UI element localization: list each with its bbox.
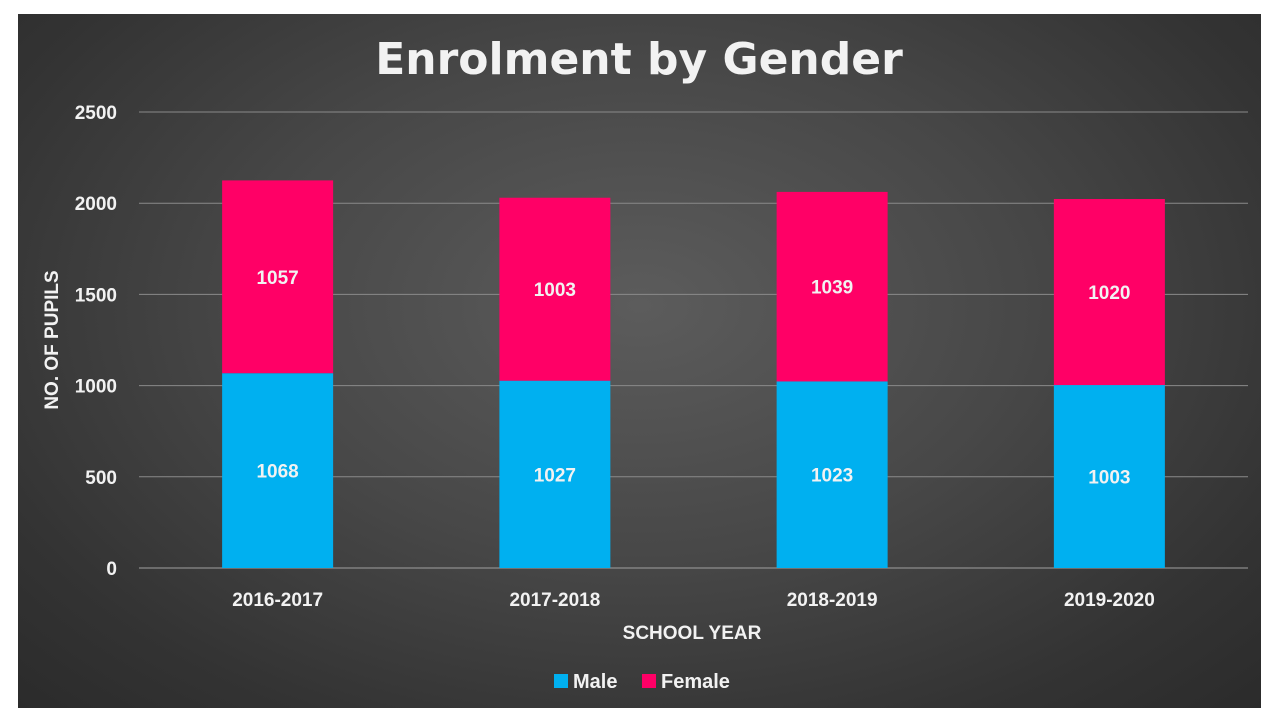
y-tick-label: 2500	[75, 103, 117, 124]
y-tick-labels: 0 500 1000 1500 2000 2500	[75, 103, 117, 580]
legend: Male Female	[554, 671, 730, 693]
bar-male-2019-2020	[1053, 385, 1165, 568]
legend-label-female: Female	[661, 671, 730, 693]
data-label-female: 1020	[1088, 283, 1130, 304]
x-category-label: 2019-2020	[1064, 590, 1155, 611]
x-category-labels: 2016-2017 2017-2018 2018-2019 2019-2020	[232, 590, 1155, 611]
bars: 1068 1057 1027 1003 1023 1039 1003 1020	[222, 180, 1165, 568]
y-tick-label: 0	[106, 559, 117, 580]
data-label-male: 1068	[256, 462, 298, 483]
data-label-female: 1057	[256, 268, 298, 289]
x-category-label: 2017-2018	[509, 590, 600, 611]
y-tick-label: 1500	[75, 285, 117, 306]
y-tick-label: 500	[85, 468, 117, 489]
bar-female-2016-2017	[222, 180, 334, 374]
y-tick-label: 2000	[75, 194, 117, 215]
bar-female-2019-2020	[1053, 199, 1165, 386]
data-label-male: 1023	[811, 466, 853, 487]
data-label-male: 1003	[1088, 468, 1130, 489]
x-axis-title: SCHOOL YEAR	[623, 623, 762, 644]
x-category-label: 2016-2017	[232, 590, 323, 611]
bar-male-2016-2017	[222, 373, 334, 568]
data-label-male: 1027	[534, 465, 576, 486]
y-tick-label: 1000	[75, 377, 117, 398]
data-label-female: 1003	[534, 280, 576, 301]
chart-title: Enrolment by Gender	[375, 34, 903, 85]
legend-swatch-female	[642, 674, 656, 688]
bar-female-2018-2019	[776, 191, 888, 382]
legend-label-male: Male	[573, 671, 617, 693]
bar-male-2017-2018	[499, 380, 611, 568]
legend-swatch-male	[554, 674, 568, 688]
bar-female-2017-2018	[499, 197, 611, 381]
x-category-label: 2018-2019	[787, 590, 878, 611]
data-label-female: 1039	[811, 278, 853, 299]
bar-male-2018-2019	[776, 381, 888, 568]
y-axis-title: NO. OF PUPILS	[42, 270, 63, 409]
